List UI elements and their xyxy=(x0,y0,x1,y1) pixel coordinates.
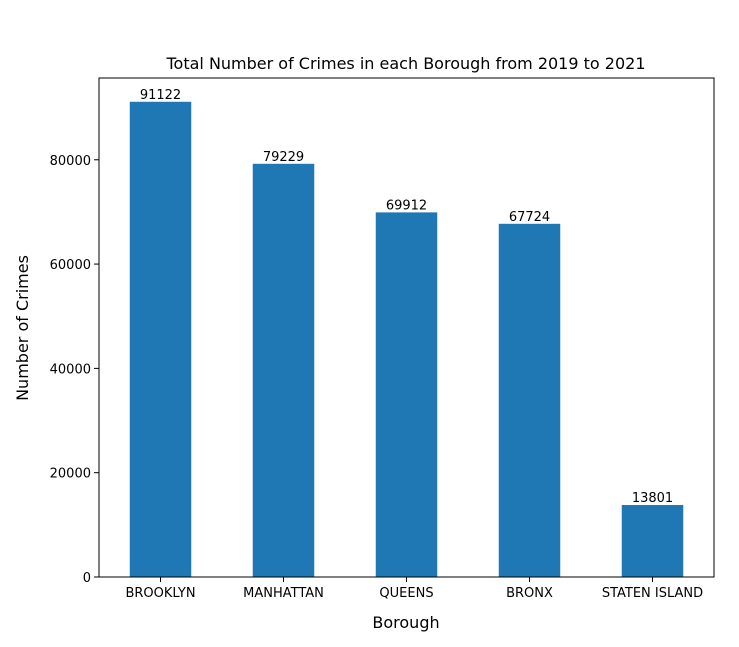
bar xyxy=(252,163,315,577)
x-tick-label: BROOKLYN xyxy=(125,586,195,601)
bar-value-label: 13801 xyxy=(632,491,673,506)
bar xyxy=(621,505,684,577)
y-axis: 0 20000 40000 60000 80000 xyxy=(50,154,99,586)
bar-value-labels: 91122 79229 69912 67724 13801 xyxy=(140,88,673,506)
y-tick-label: 40000 xyxy=(50,362,91,377)
bars xyxy=(129,101,684,578)
bar-value-label: 69912 xyxy=(386,198,427,213)
y-tick-label: 20000 xyxy=(50,467,91,482)
y-axis-label: Number of Crimes xyxy=(13,255,32,401)
bar-value-label: 79229 xyxy=(263,150,304,165)
y-tick-label: 0 xyxy=(83,571,91,586)
bar-value-label: 67724 xyxy=(509,210,550,225)
bar xyxy=(375,212,438,577)
x-tick-label: BRONX xyxy=(506,586,553,601)
y-tick-label: 80000 xyxy=(50,154,91,169)
y-tick-label: 60000 xyxy=(50,258,91,273)
chart-title: Total Number of Crimes in each Borough f… xyxy=(165,54,645,73)
x-tick-label: STATEN ISLAND xyxy=(602,586,703,601)
bar xyxy=(498,223,561,577)
x-axis: BROOKLYN MANHATTAN QUEENS BRONX STATEN ISLAN… xyxy=(125,577,703,601)
bar xyxy=(129,101,192,578)
x-axis-label: Borough xyxy=(372,613,439,632)
bar-value-label: 91122 xyxy=(140,88,181,103)
x-tick-label: QUEENS xyxy=(379,586,433,601)
x-tick-label: MANHATTAN xyxy=(243,586,324,601)
